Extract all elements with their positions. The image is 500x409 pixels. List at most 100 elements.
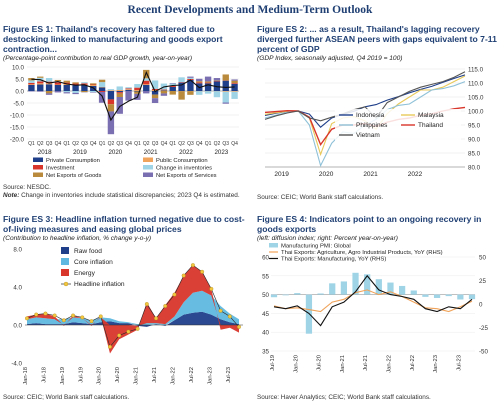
bar-segment	[231, 83, 238, 84]
bar-segment	[204, 91, 212, 94]
headline-point	[181, 273, 186, 278]
bar-segment	[222, 80, 229, 91]
bar-segment	[143, 85, 150, 91]
bar-segment	[45, 93, 53, 95]
bar-segment	[45, 81, 53, 84]
x-tick-label: Q4	[55, 141, 62, 147]
bar-segment	[151, 80, 159, 89]
headline-point	[71, 313, 76, 318]
y-tick-label: 105.0	[468, 95, 484, 102]
bar-segment	[107, 90, 115, 91]
page-title: Recent Developments and Medium-Term Outl…	[127, 4, 373, 16]
bar-segment	[222, 91, 229, 103]
y-tick-label: 80.0	[468, 165, 481, 172]
bar-segment	[63, 82, 70, 85]
pmi-bar	[329, 283, 336, 295]
bar-segment	[63, 80, 70, 83]
figure-es2-source: Source: CEIC; World Bank staff calculati…	[257, 194, 384, 201]
legend-swatch	[61, 258, 69, 265]
headline-point	[34, 312, 39, 317]
bar-segment	[231, 80, 238, 84]
year-label: 2020	[108, 149, 122, 156]
bar-segment	[37, 91, 44, 92]
legend-label: Thai Exports: Agriculture, Agro Industri…	[281, 250, 443, 256]
bar-segment	[72, 82, 79, 84]
headline-point	[117, 333, 122, 338]
bar-segment	[90, 91, 97, 93]
pmi-bar	[294, 293, 301, 295]
x-tick-label: Q2	[108, 141, 115, 147]
x-tick-label: Q1	[28, 141, 35, 147]
bar-segment	[134, 84, 141, 88]
y-left-tick-label: 45	[262, 311, 269, 318]
bar-segment	[37, 76, 44, 78]
pmi-bar	[317, 293, 324, 295]
bar-segment	[116, 90, 123, 91]
x-tick-label: 2021	[363, 171, 378, 178]
bar-segment	[178, 91, 185, 100]
bar-segment	[213, 91, 221, 98]
figure-es4-title: Figure ES 4: Indicators point to an ongo…	[257, 214, 482, 234]
bar-segment	[151, 94, 159, 99]
year-label: 2021	[144, 149, 158, 156]
x-tick-label: Q1	[99, 141, 106, 147]
area-band	[27, 311, 239, 327]
headline-point	[154, 316, 158, 321]
x-tick-label: Q3	[222, 141, 229, 147]
x-tick-label: Q3	[152, 141, 159, 147]
pmi-bar	[340, 281, 347, 295]
bar-segment	[125, 89, 132, 90]
legend-label: Thailand	[418, 122, 443, 129]
headline-point	[237, 324, 241, 329]
bar-segment	[169, 85, 176, 87]
bar-segment	[107, 104, 115, 112]
bar-segment	[160, 93, 168, 96]
bar-segment	[72, 91, 79, 93]
y-left-tick-label: 40	[262, 330, 269, 337]
bar-segment	[143, 78, 150, 81]
x-tick-label: Q3	[81, 141, 88, 147]
y-tick-label: -15.0	[10, 125, 25, 132]
pmi-bar	[410, 290, 417, 295]
bar-segment	[45, 78, 53, 82]
pmi-bar	[364, 274, 371, 295]
figure-es2-chart: 115.0 110.0 105.0 100.0 95.0 90.0 85.0 80.0 2019…	[264, 67, 484, 178]
legend-label: Vietnam	[356, 132, 380, 139]
bar-segment	[54, 82, 62, 85]
legend-label: Thai Exports: Manufacturing, YoY (RHS)	[281, 257, 386, 263]
bar-segment	[196, 81, 203, 83]
bar-segment	[54, 91, 62, 93]
year-label: 2023	[214, 149, 228, 156]
bar-segment	[37, 84, 44, 91]
year-label: 2022	[179, 149, 193, 156]
figure-es2-title: Figure ES 2: ... as a result, Thailand's…	[257, 24, 497, 54]
headline-point	[126, 329, 131, 334]
x-tick-label: Q2	[214, 141, 221, 147]
figure-es3-subtitle: (Contribution to headline inflation, % c…	[3, 235, 152, 242]
bar-segment	[107, 99, 115, 105]
bar-segment	[151, 91, 159, 95]
pmi-bar	[399, 285, 406, 295]
bar-segment	[116, 93, 123, 97]
y-right-tick-label: -25	[479, 325, 489, 332]
x-tick-label: Jan-22	[170, 367, 176, 385]
bar-segment	[178, 82, 185, 91]
x-tick-label: Q1	[134, 141, 141, 147]
bar-segment	[54, 85, 62, 91]
bar-segment	[204, 83, 212, 91]
bar-segment	[90, 83, 97, 85]
bar-segment	[231, 91, 238, 92]
bar-segment	[204, 82, 212, 84]
figure-es4-subtitle: (left: diffusion index; right: Percent y…	[257, 235, 398, 242]
pmi-bar	[457, 294, 464, 300]
bar-segment	[98, 82, 106, 87]
x-tick-label: Q4	[90, 141, 97, 147]
legend-label: Net Exports of Goods	[46, 173, 102, 179]
legend-label: Energy	[74, 270, 96, 277]
bar-segment	[151, 98, 159, 103]
bar-segment	[213, 78, 221, 81]
bar-segment	[196, 91, 203, 95]
figure-es1-note-text: Change in inventories include statistica…	[21, 192, 240, 199]
headline-point	[61, 318, 66, 323]
x-tick-label: Jul-18	[41, 367, 47, 383]
